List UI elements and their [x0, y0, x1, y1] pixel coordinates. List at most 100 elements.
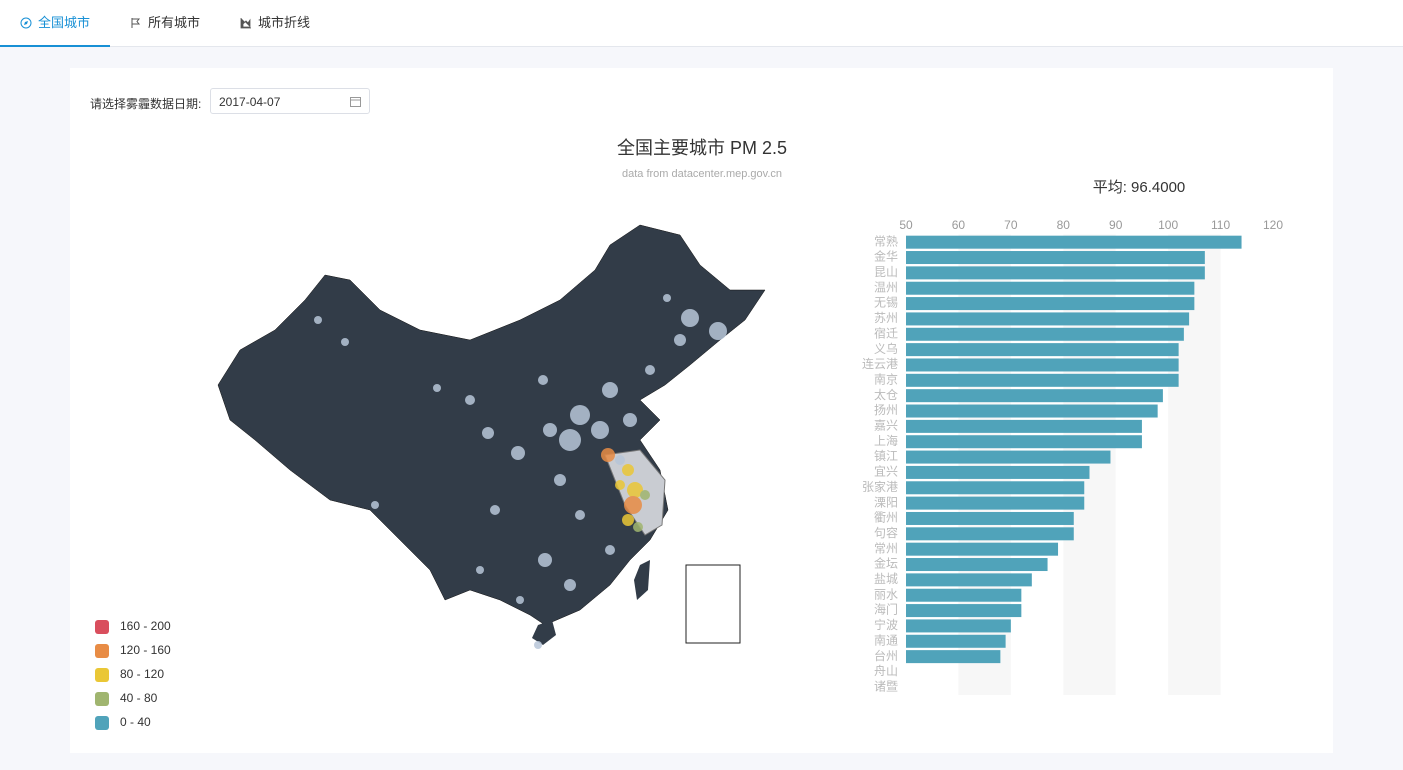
tab-label: 所有城市 — [148, 15, 201, 30]
icon — [131, 18, 141, 28]
legend-swatch — [95, 716, 109, 730]
bar — [906, 511, 1074, 525]
map-inset — [685, 564, 741, 644]
date-picker[interactable]: 2017-04-07 — [210, 88, 370, 114]
y-tick-label: 海门 — [874, 602, 898, 617]
y-tick-label: 溧阳 — [874, 495, 898, 509]
tab-label: 全国城市 — [37, 15, 90, 30]
y-tick-label: 扬州 — [874, 402, 898, 417]
legend-label: 120 - 160 — [120, 643, 171, 657]
map — [217, 224, 766, 649]
bar — [906, 266, 1205, 280]
y-tick-label: 无锡 — [874, 295, 898, 310]
calendar-icon — [350, 97, 361, 107]
bar — [906, 251, 1205, 265]
bar-title: 平均: 96.4000 — [1093, 179, 1186, 196]
y-tick-label: 台州 — [874, 648, 898, 663]
date-label: 请选择雾霾数据日期: — [90, 97, 202, 111]
x-tick-label: 120 — [1263, 218, 1283, 232]
bar — [906, 343, 1179, 357]
bar — [906, 235, 1242, 249]
legend-swatch — [95, 644, 109, 658]
legend-label: 160 - 200 — [120, 619, 171, 633]
bar — [906, 542, 1059, 556]
icon — [240, 18, 251, 29]
bar — [906, 435, 1142, 449]
tab-label: 城市折线 — [258, 15, 311, 30]
bar — [906, 389, 1163, 403]
bar — [906, 650, 1001, 664]
map-subtitle: data from datacenter.mep.gov.cn — [622, 168, 782, 180]
y-tick-label: 连云港 — [862, 356, 898, 371]
bar — [906, 450, 1111, 464]
map-hot-bubbles — [601, 448, 650, 532]
bar — [906, 496, 1085, 510]
legend-swatch — [95, 620, 109, 634]
y-tick-label: 温州 — [874, 280, 898, 294]
x-tick-label: 90 — [1109, 218, 1123, 232]
icon — [20, 17, 32, 29]
y-tick-label: 嘉兴 — [874, 419, 898, 433]
legend-swatch — [95, 692, 109, 706]
y-tick-label: 丽水 — [874, 587, 898, 601]
map-country — [217, 224, 766, 626]
y-tick-label: 昆山 — [874, 265, 898, 279]
legend-label: 40 - 80 — [120, 691, 158, 705]
y-tick-label: 上海 — [874, 433, 898, 448]
y-tick-label: 金坛 — [874, 556, 898, 571]
y-tick-label: 张家港 — [862, 479, 898, 494]
y-tick-label: 舟山 — [874, 664, 898, 678]
bar — [906, 312, 1190, 326]
date-value: 2017-04-07 — [219, 95, 281, 109]
bar — [906, 465, 1090, 479]
x-tick-label: 60 — [952, 218, 966, 232]
bar — [906, 619, 1011, 633]
y-tick-label: 盐城 — [874, 572, 898, 586]
bar — [906, 373, 1179, 387]
y-tick-label: 南通 — [874, 632, 898, 647]
bar — [906, 358, 1179, 372]
y-tick-label: 常州 — [874, 541, 898, 555]
y-tick-label: 句容 — [874, 525, 898, 540]
x-tick-label: 70 — [1004, 218, 1018, 232]
grid-band — [1168, 234, 1221, 695]
bar — [906, 481, 1085, 495]
y-tick-label: 镇江 — [874, 449, 898, 463]
y-tick-label: 宁波 — [874, 617, 898, 632]
bar — [906, 558, 1048, 572]
y-tick-label: 太仓 — [874, 387, 898, 402]
x-tick-label: 50 — [899, 218, 913, 232]
y-tick-label: 常熟 — [874, 233, 898, 248]
x-tick-label: 110 — [1211, 218, 1230, 232]
legend-label: 0 - 40 — [120, 715, 151, 729]
map-bubbles — [314, 294, 727, 649]
bar — [906, 419, 1142, 433]
y-tick-label: 宿迁 — [874, 325, 898, 340]
tab[interactable]: 全国城市 — [0, 0, 110, 47]
tab[interactable]: 所有城市 — [130, 0, 200, 46]
y-tick-label: 诸暨 — [874, 679, 898, 693]
tab-bar: 全国城市 所有城市 城市折线 — [0, 0, 1403, 47]
bar — [906, 634, 1006, 648]
y-tick-label: 金华 — [874, 249, 898, 264]
y-tick-label: 义乌 — [874, 341, 898, 356]
legend-swatch — [95, 668, 109, 682]
map-island — [634, 560, 650, 600]
bar — [906, 404, 1158, 418]
bar — [906, 281, 1195, 295]
y-tick-label: 苏州 — [874, 311, 898, 325]
grid-band — [958, 234, 1011, 695]
bar — [906, 604, 1022, 618]
y-tick-label: 衢州 — [874, 511, 898, 525]
x-tick-label: 80 — [1057, 218, 1071, 232]
bar — [906, 297, 1195, 311]
bar — [906, 588, 1022, 602]
bar — [906, 527, 1074, 541]
bar — [906, 327, 1184, 341]
y-tick-label: 南京 — [874, 371, 898, 386]
tab[interactable]: 城市折线 — [240, 0, 310, 46]
map-island — [532, 620, 556, 645]
y-tick-label: 宜兴 — [874, 464, 898, 479]
